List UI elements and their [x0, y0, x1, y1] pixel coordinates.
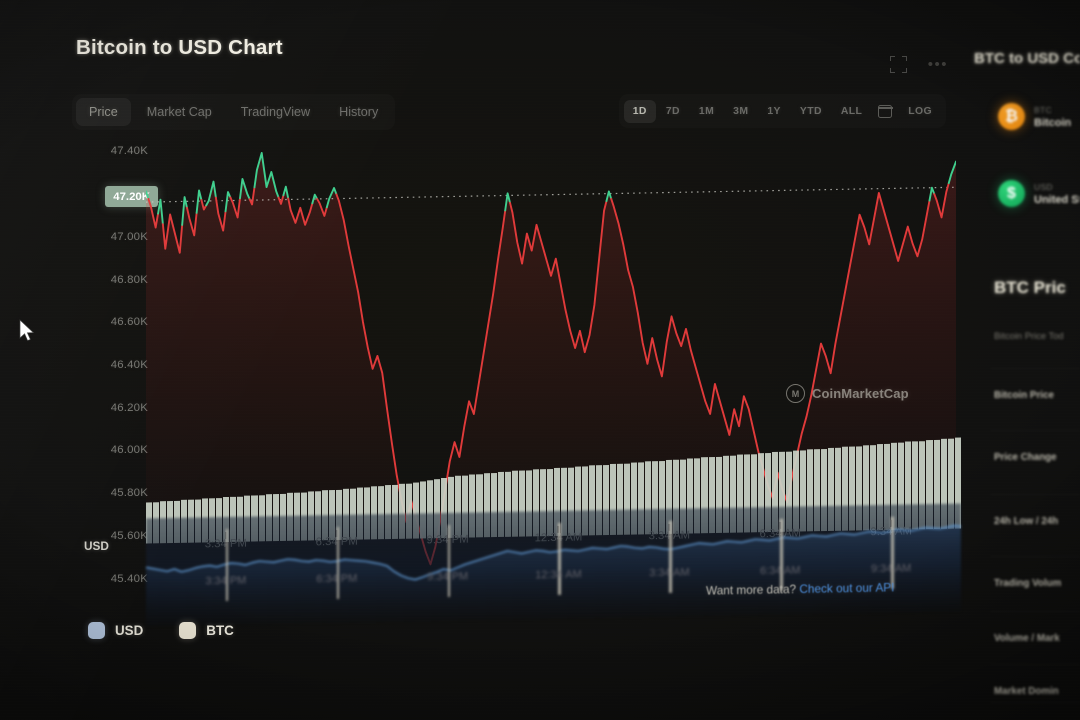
range-ytd[interactable]: YTD — [799, 105, 822, 117]
legend-label: USD — [115, 623, 144, 638]
mini-chart-tick-label: 6:34 PM — [316, 572, 358, 586]
tab-market-cap[interactable]: Market Cap — [146, 105, 212, 119]
range-1y[interactable]: 1Y — [767, 105, 781, 117]
y-axis-tick: 47.00K — [110, 230, 148, 243]
window-controls: ••• — [889, 55, 948, 73]
y-axis-tick: 45.80K — [110, 487, 148, 500]
expand-icon[interactable] — [889, 56, 907, 73]
coin-name: Bitcoin — [1034, 116, 1072, 129]
sidebar-divider — [990, 664, 1080, 665]
sidebar-divider — [990, 494, 1080, 495]
mini-chart-tick-label: 3:34 AM — [649, 566, 690, 580]
y-axis-tick: 45.60K — [110, 529, 148, 542]
coin-symbol: BTC — [1034, 104, 1052, 115]
mini-chart-tick — [447, 524, 450, 597]
sidebar-stat-label: 24h Low / 24h — [994, 516, 1059, 527]
legend-label: BTC — [206, 623, 234, 638]
y-axis-tick: 46.60K — [110, 316, 148, 329]
sidebar-stat-label: Volume / Mark — [994, 633, 1060, 644]
range-all[interactable]: ALL — [840, 105, 863, 117]
mini-chart-tick — [225, 528, 229, 602]
sidebar-divider — [990, 368, 1080, 369]
converter-row-btc[interactable]: ₿ BTC Bitcoin — [998, 103, 1071, 130]
page-title: Bitcoin to USD Chart — [76, 36, 283, 59]
mouse-cursor — [19, 319, 35, 342]
range-1m[interactable]: 1M — [698, 105, 715, 117]
mini-chart-tick-label: 9:34 AM — [870, 562, 912, 576]
range-log[interactable]: LOG — [908, 105, 932, 117]
coinmarketcap-watermark: M CoinMarketCap — [786, 384, 909, 403]
right-sidebar: BTC to USD Co BTC Pric ₿ BTC Bitcoin $ USD Un… — [968, 0, 1080, 720]
bitcoin-chart-card: Bitcoin to USD Chart ••• Price Market Cap… — [58, 6, 968, 696]
chart-tabs: Price Market Cap TradingView History — [72, 94, 395, 130]
mini-chart-tick-label: 9:34 PM — [427, 570, 469, 584]
btc-coin-icon: ₿ — [998, 103, 1025, 130]
tab-tradingview[interactable]: TradingView — [240, 105, 311, 119]
tab-price[interactable]: Price — [76, 98, 131, 126]
sidebar-divider — [990, 611, 1080, 612]
sidebar-stat-label: Trading Volum — [994, 578, 1062, 589]
y-axis-tick: 46.20K — [110, 401, 148, 414]
api-link[interactable]: Check out our API — [799, 580, 895, 597]
legend-item-usd[interactable]: USD — [88, 622, 143, 639]
chart-legend: USD BTC — [88, 622, 234, 639]
sidebar-divider — [990, 430, 1080, 431]
legend-item-btc[interactable]: BTC — [179, 622, 234, 639]
y-axis-tick: 46.00K — [110, 444, 148, 457]
usd-coin-icon: $ — [998, 180, 1025, 207]
coin-symbol: USD — [1034, 181, 1053, 192]
mini-chart-tick — [780, 518, 783, 591]
mini-chart-tick-label: 3:34 PM — [205, 574, 247, 588]
range-1d[interactable]: 1D — [623, 99, 656, 123]
mini-chart-tick — [669, 520, 672, 593]
sidebar-stat-label: Bitcoin Price — [994, 390, 1054, 401]
sidebar-stat-label: Market Domin — [994, 686, 1059, 697]
api-note-prefix: Want more data? — [706, 582, 797, 598]
sidebar-divider — [990, 556, 1080, 557]
y-axis-tick: 45.40K — [110, 572, 148, 585]
range-3m[interactable]: 3M — [733, 105, 749, 117]
coinmarketcap-logo-icon: M — [786, 384, 805, 403]
range-7d[interactable]: 7D — [665, 105, 680, 117]
mini-chart-tick — [336, 526, 340, 599]
y-axis-unit-label: USD — [84, 539, 109, 553]
more-options-icon[interactable]: ••• — [927, 55, 948, 73]
y-axis-tick: 47.40K — [110, 145, 148, 158]
converter-row-usd[interactable]: $ USD United St — [998, 180, 1080, 207]
calendar-icon[interactable] — [877, 104, 893, 118]
y-axis-tick: 46.80K — [110, 273, 148, 286]
mini-chart-tick — [891, 516, 894, 589]
y-axis-tick: 46.40K — [110, 359, 148, 371]
legend-swatch-btc-icon — [179, 622, 197, 639]
usd-mini-line-svg — [146, 524, 961, 627]
converter-title: BTC to USD Co — [974, 50, 1080, 67]
y-axis: 47.40K 47.20K 47.00K 46.80K 46.60K 46.40K 46.2… — [68, 138, 158, 585]
sidebar-stat-label: Bitcoin Price Tod — [994, 330, 1064, 341]
mini-chart-tick-label: 12:34 AM — [535, 568, 582, 582]
range-switcher: 1D 7D 1M 3M 1Y YTD ALL LOG — [619, 94, 946, 128]
mini-chart-tick-label: 6:34 AM — [760, 564, 801, 578]
legend-swatch-usd-icon — [88, 622, 105, 639]
usd-mini-chart[interactable]: 3:34 PM 6:34 PM 9:34 PM 12:34 AM 3:34 AM 6:34… — [146, 503, 961, 627]
coin-name: United St — [1034, 193, 1080, 206]
sidebar-stat-label: Price Change — [994, 452, 1057, 463]
mini-chart-tick — [558, 522, 561, 595]
sidebar-divider — [990, 702, 1080, 703]
tab-history[interactable]: History — [339, 105, 379, 119]
price-stats-title: BTC Pric — [994, 278, 1066, 297]
